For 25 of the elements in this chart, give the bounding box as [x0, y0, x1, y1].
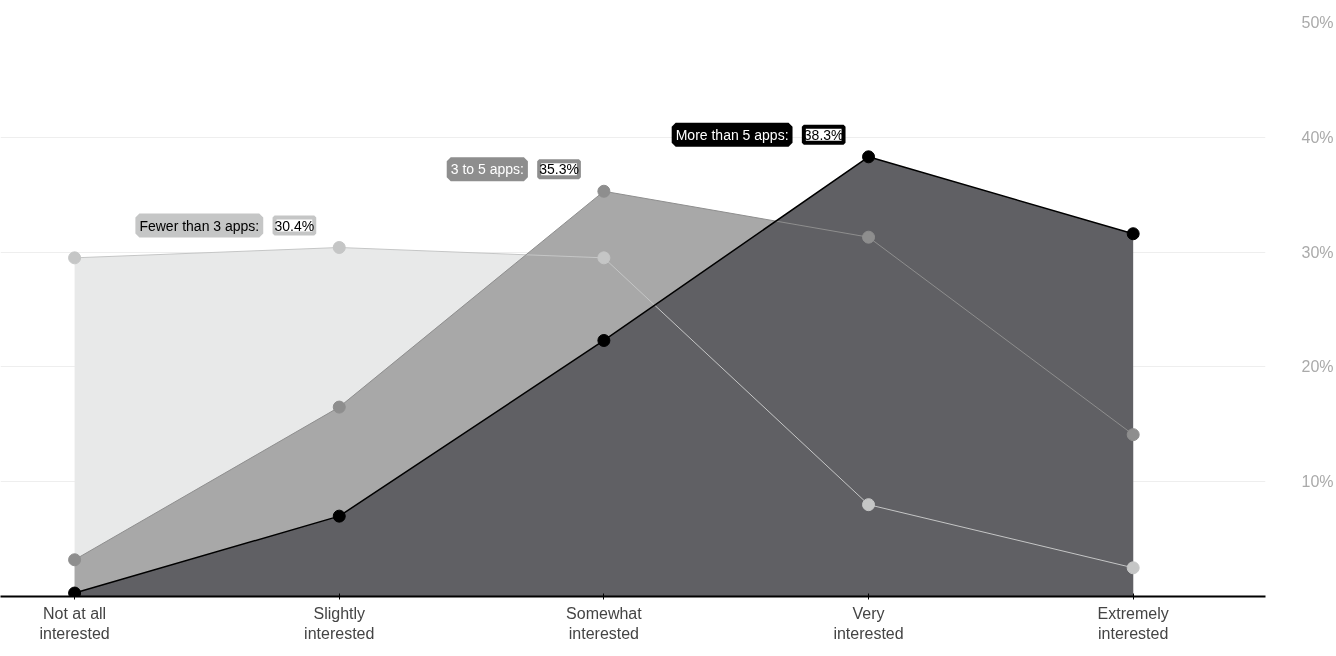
x-tick-label: Somewhat interested [566, 604, 643, 642]
data-label: 30.4% [274, 217, 315, 234]
point [332, 400, 346, 414]
x-tick-label: Slightly interested [304, 604, 375, 642]
legend-label: More than 5 apps: [675, 126, 789, 143]
y-tick-label: 50% [1301, 14, 1334, 31]
point [1126, 561, 1140, 575]
legend-label: 3 to 5 apps: [450, 161, 524, 178]
y-tick-label: 20% [1301, 358, 1334, 376]
y-tick-label: 30% [1301, 243, 1334, 261]
point [68, 553, 82, 567]
point [332, 241, 346, 254]
y-tick-label: 40% [1301, 128, 1334, 146]
legend-label: Fewer than 3 apps: [139, 217, 260, 234]
point [1126, 428, 1140, 442]
y-tick-label: 10% [1301, 473, 1334, 491]
data-label: 35.3% [539, 161, 579, 178]
point [597, 184, 611, 198]
point [862, 230, 876, 244]
x-tick-label: Extremely interested [1097, 604, 1169, 642]
point [597, 251, 611, 265]
x-tick-label: Not at all interested [39, 604, 110, 642]
x-tick-label: Very interested [833, 604, 904, 642]
point [862, 498, 876, 512]
point [68, 251, 82, 265]
